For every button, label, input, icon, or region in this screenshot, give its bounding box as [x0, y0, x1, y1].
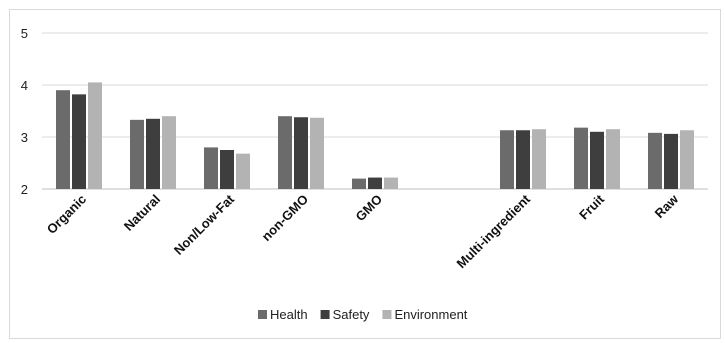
bar-safety-7: [590, 131, 604, 189]
bar-health-3: [278, 116, 292, 189]
bar-environment-2: [236, 153, 250, 189]
legend-swatch-health: [258, 310, 267, 319]
bar-health-8: [648, 132, 662, 189]
x-category-label: Multi-ingredient: [454, 191, 534, 271]
bar-safety-0: [72, 94, 86, 189]
x-category-label: GMO: [353, 192, 386, 225]
x-category-label: Natural: [121, 192, 163, 234]
bar-environment-1: [162, 116, 176, 189]
bar-health-0: [56, 90, 70, 189]
x-category-label: Non/Low-Fat: [171, 191, 238, 258]
y-tick-label: 4: [21, 78, 28, 93]
bar-safety-3: [294, 117, 308, 189]
bar-environment-6: [532, 129, 546, 189]
x-category-label: Raw: [652, 191, 682, 221]
bar-environment-4: [384, 177, 398, 189]
bars: [56, 82, 694, 189]
legend-label-environment: Environment: [394, 307, 467, 322]
bar-health-1: [130, 119, 144, 189]
bar-environment-3: [310, 117, 324, 189]
bar-safety-6: [516, 130, 530, 189]
bar-environment-8: [680, 130, 694, 189]
bar-safety-4: [368, 177, 382, 189]
bar-safety-2: [220, 150, 234, 189]
x-category-label: non-GMO: [259, 192, 311, 244]
bar-environment-7: [606, 129, 620, 189]
x-category-label: Fruit: [576, 191, 608, 223]
y-axis-ticks: 2 3 4 5: [21, 26, 28, 197]
x-axis-labels: Organic Natural Non/Low-Fat non-GMO GMO Multi…: [44, 191, 682, 271]
bar-health-4: [352, 178, 366, 189]
legend-label-health: Health: [270, 307, 308, 322]
legend-swatch-environment: [382, 310, 392, 319]
y-tick-label: 2: [21, 182, 28, 197]
x-category-label: Organic: [44, 192, 89, 237]
legend-label-safety: Safety: [333, 307, 370, 322]
y-tick-label: 3: [21, 130, 28, 145]
legend: Health Safety Environment: [258, 307, 468, 322]
bar-environment-0: [88, 82, 102, 189]
bar-health-6: [500, 130, 514, 189]
bar-health-2: [204, 147, 218, 189]
bar-safety-8: [664, 133, 678, 189]
bar-safety-1: [146, 118, 160, 189]
y-tick-label: 5: [21, 26, 28, 41]
legend-swatch-safety: [320, 310, 330, 319]
bar-health-7: [574, 127, 588, 189]
